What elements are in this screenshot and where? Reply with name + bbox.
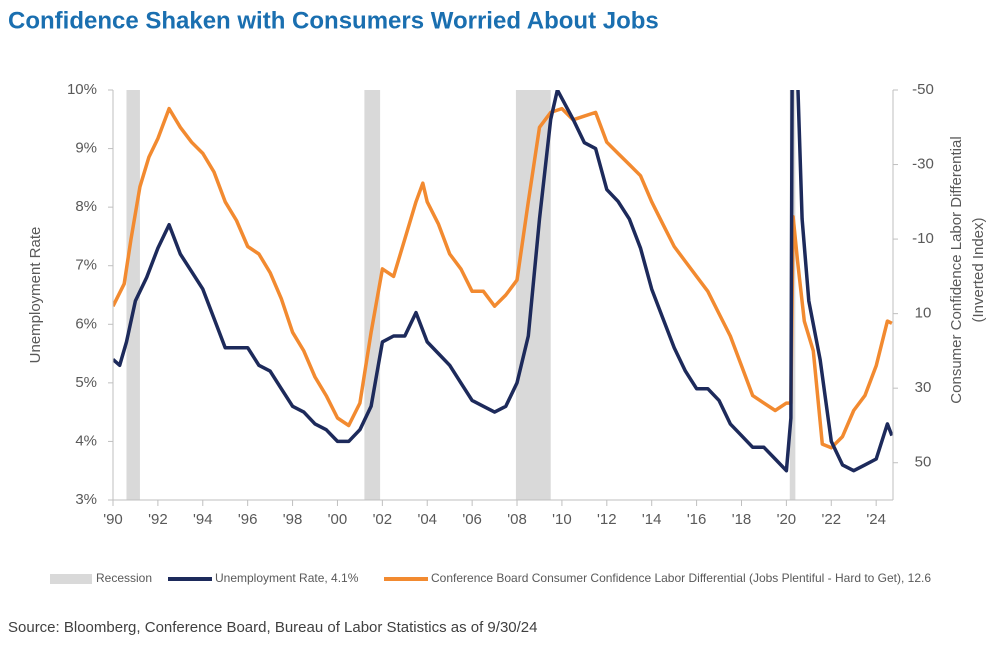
series-line	[113, 106, 893, 450]
legend-label: Recession	[96, 571, 152, 585]
y2-tick-label: 30	[915, 379, 932, 396]
chart-title: Confidence Shaken with Consumers Worried…	[8, 7, 659, 34]
y2-axis-label: (Inverted Index)	[970, 217, 987, 322]
x-tick-label: '22	[821, 511, 841, 528]
y2-tick-label: -30	[912, 156, 934, 173]
x-tick-label: '10	[552, 511, 572, 528]
x-tick-label: '16	[687, 511, 707, 528]
x-tick-label: '04	[417, 511, 437, 528]
x-tick-label: '00	[328, 511, 348, 528]
x-tick-label: '12	[597, 511, 617, 528]
x-tick-label: '06	[462, 511, 482, 528]
x-tick-label: '14	[642, 511, 662, 528]
y2-tick-label: 50	[915, 454, 932, 471]
x-tick-label: '02	[373, 511, 393, 528]
y-tick-label: 7%	[75, 257, 97, 274]
y-tick-label: 9%	[75, 140, 97, 157]
series-line	[113, 90, 893, 473]
y-tick-label: 6%	[75, 315, 97, 332]
x-tick-label: '92	[148, 511, 168, 528]
legend-swatch	[50, 574, 92, 584]
recession-band	[364, 90, 381, 500]
x-tick-label: '24	[866, 511, 886, 528]
y2-tick-label: -10	[912, 230, 934, 247]
y-tick-label: 8%	[75, 198, 97, 215]
y2-tick-label: 10	[915, 305, 932, 322]
x-tick-label: '18	[732, 511, 752, 528]
y-tick-label: 3%	[75, 491, 97, 508]
y-tick-label: 4%	[75, 432, 97, 449]
x-tick-label: '90	[103, 511, 123, 528]
legend-label: Conference Board Consumer Confidence Lab…	[431, 571, 931, 585]
x-tick-label: '98	[283, 511, 303, 528]
y-axis-label: Unemployment Rate	[27, 227, 44, 364]
y-tick-label: 5%	[75, 374, 97, 391]
plot-area	[113, 90, 893, 500]
legend-label: Unemployment Rate, 4.1%	[215, 571, 359, 585]
source-note: Source: Bloomberg, Conference Board, Bur…	[8, 619, 537, 636]
recession-band	[126, 90, 140, 500]
x-tick-label: '08	[507, 511, 527, 528]
y-tick-label: 10%	[67, 81, 97, 98]
y2-tick-label: -50	[912, 81, 934, 98]
y2-axis-label: Consumer Confidence Labor Differential	[948, 136, 965, 403]
x-tick-label: '96	[238, 511, 258, 528]
x-tick-label: '20	[777, 511, 797, 528]
x-tick-label: '94	[193, 511, 213, 528]
